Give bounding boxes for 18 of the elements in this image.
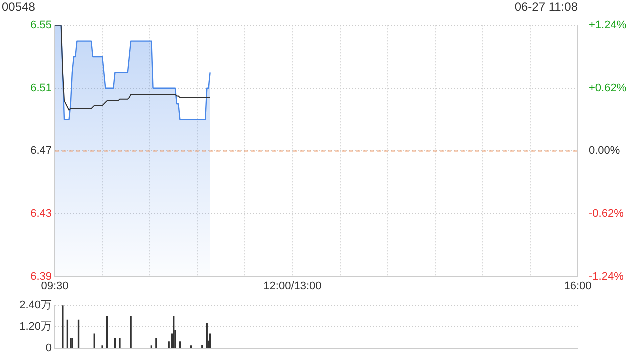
y-tick-label: 6.51 [30, 82, 52, 94]
y2-tick-label: +1.24% [589, 20, 627, 32]
x-tick-label: 09:30 [41, 280, 69, 292]
y-tick-label: 6.47 [30, 145, 52, 158]
y-tick-label: 0 [46, 342, 52, 354]
y2-tick-label: +0.62% [589, 82, 627, 94]
y2-tick-label: -1.24% [589, 270, 624, 283]
y-tick-label: 6.43 [30, 208, 52, 220]
y-tick-label: 2.40万 [20, 300, 52, 312]
y2-tick-label: 0.00% [589, 145, 620, 158]
chart-title: 00548 [2, 0, 36, 16]
y-tick-label: 6.55 [30, 20, 52, 32]
y-tick-label: 1.20万 [20, 321, 52, 334]
y2-tick-label: -0.62% [589, 208, 624, 220]
x-tick-label: 12:00/13:00 [264, 280, 322, 292]
y-tick-label: 6.39 [30, 270, 52, 283]
text: 06-27 11:08 [514, 0, 578, 14]
x-tick-label: 16:00 [564, 280, 592, 292]
